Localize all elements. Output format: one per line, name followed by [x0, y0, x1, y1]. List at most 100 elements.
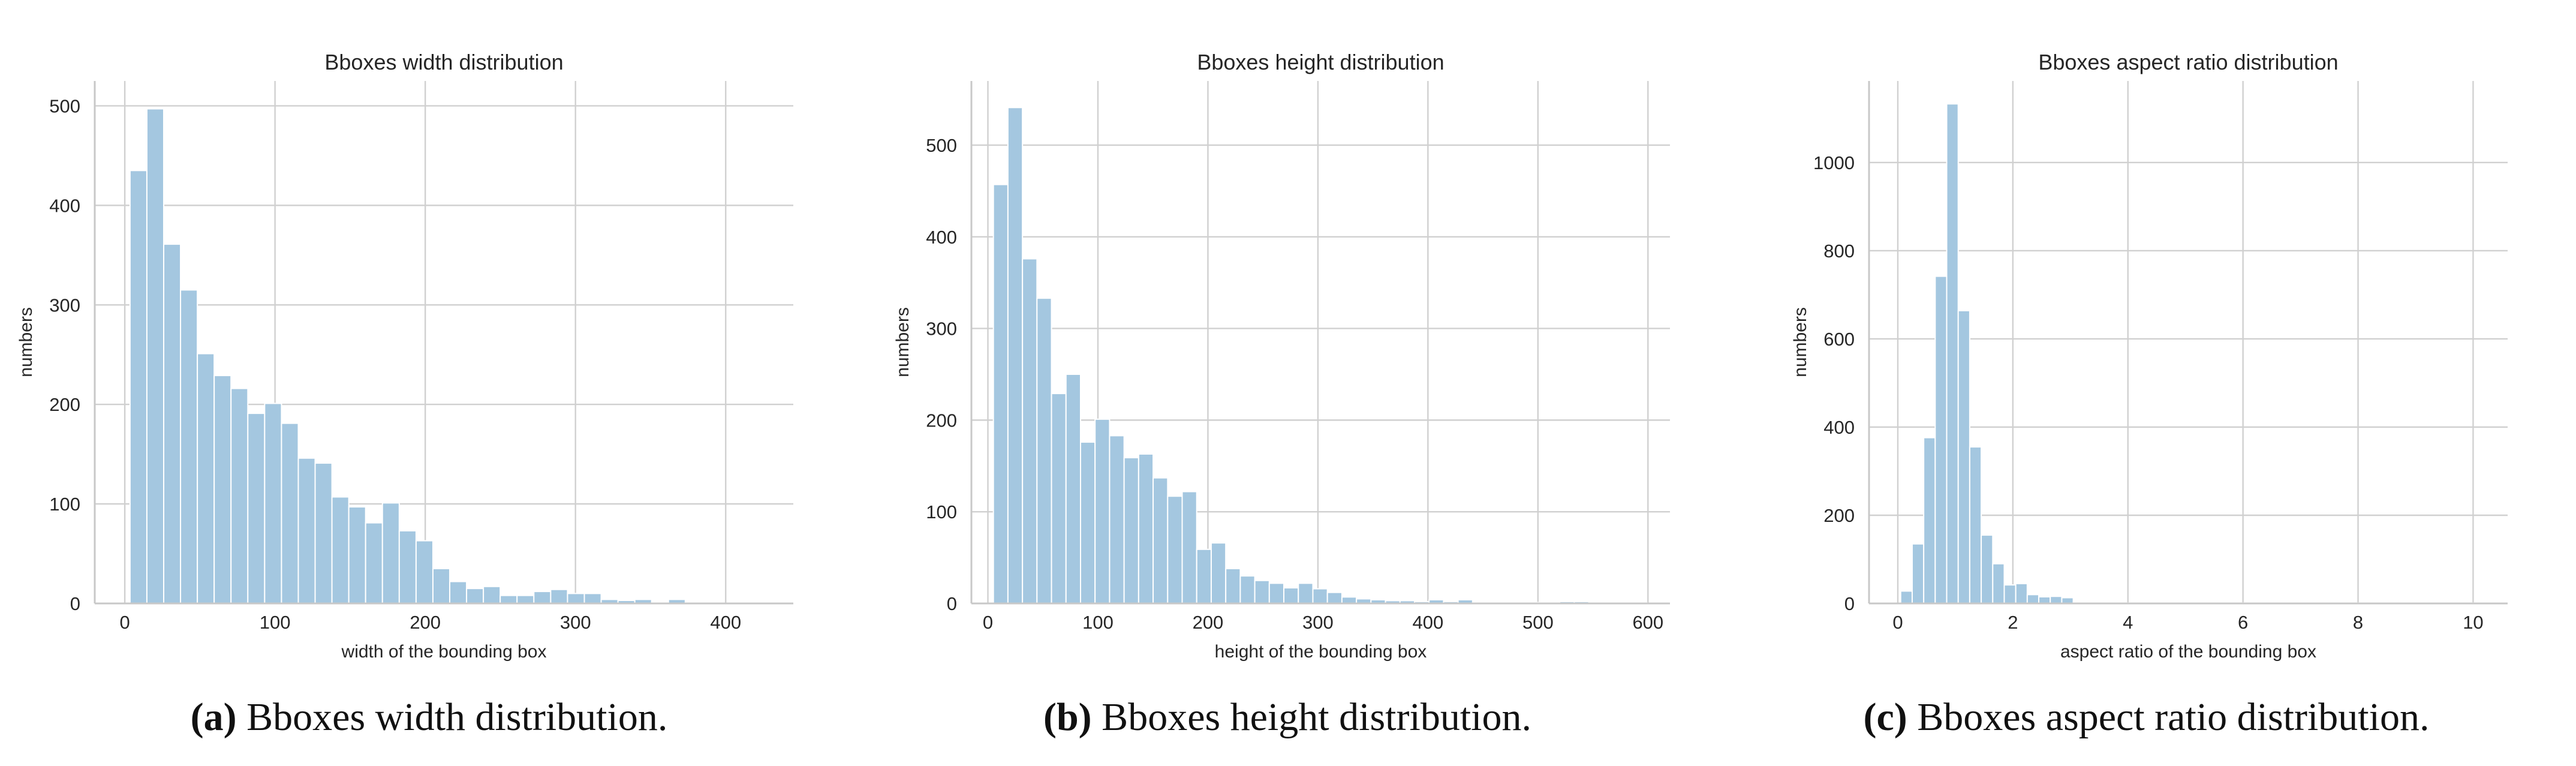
- caption-letter: (b): [1043, 695, 1092, 739]
- y-tick-label: 400: [926, 227, 957, 248]
- chart-title: Bboxes width distribution: [324, 50, 563, 74]
- y-tick-label: 400: [49, 195, 80, 216]
- histogram-bar: [2038, 596, 2051, 604]
- histogram-bar: [162, 244, 182, 604]
- histogram-bar: [2015, 582, 2028, 605]
- histogram-bar: [1283, 587, 1299, 605]
- histogram-bar: [1268, 582, 1285, 604]
- x-tick-label: 600: [1632, 612, 1663, 633]
- x-tick-label: 200: [1193, 612, 1224, 633]
- x-tick-label: 100: [260, 612, 291, 633]
- histogram-bar: [466, 588, 484, 604]
- chart-title: Bboxes aspect ratio distribution: [2038, 50, 2338, 74]
- histogram-bar: [331, 496, 350, 605]
- histogram-bar: [1239, 575, 1256, 605]
- chart-b: 0 100 200 300 400 500 600 0 100 200 300 400 500 Bboxe…: [893, 50, 1670, 662]
- y-tick-label: 800: [1823, 241, 1855, 262]
- x-axis-label: aspect ratio of the bounding box: [2060, 642, 2316, 662]
- x-tick-label: 200: [410, 612, 441, 633]
- chart-title: Bboxes height distribution: [1197, 50, 1444, 74]
- y-axis-label: numbers: [1790, 307, 1810, 377]
- x-tick-label: 2: [2008, 612, 2018, 633]
- histogram-bar: [1007, 107, 1024, 605]
- histogram-bar: [1065, 373, 1081, 605]
- histogram-bar: [1969, 446, 1982, 604]
- y-axis-label: numbers: [893, 307, 913, 377]
- y-tick-label: 0: [70, 593, 80, 614]
- x-tick-label: 10: [2463, 612, 2483, 633]
- histogram-bar: [197, 353, 215, 604]
- x-axis-label: width of the bounding box: [341, 642, 547, 662]
- caption-letter: (a): [190, 695, 237, 739]
- histogram-bar: [1298, 582, 1314, 604]
- histogram-bar: [2050, 596, 2063, 605]
- caption-c: (c) Bboxes aspect ratio distribution.: [1717, 695, 2576, 749]
- histogram-bar: [1981, 534, 1994, 604]
- caption-b: (b) Bboxes height distribution.: [858, 695, 1717, 749]
- histogram-bar: [1123, 457, 1139, 605]
- x-tick-label: 0: [1892, 612, 1903, 633]
- caption-letter: (c): [1863, 695, 1907, 739]
- histogram-bar: [2026, 594, 2040, 604]
- y-tick-label: 200: [1823, 505, 1855, 526]
- histogram-bar: [1900, 590, 1913, 605]
- y-tick-label: 300: [926, 319, 957, 340]
- x-tick-label: 400: [710, 612, 741, 633]
- histogram-bar: [432, 567, 451, 605]
- x-tick-label: 6: [2238, 612, 2248, 633]
- histogram-bar: [1079, 441, 1096, 604]
- histogram-bar: [583, 593, 602, 605]
- histogram-bar: [1341, 596, 1358, 605]
- histogram-bar: [1152, 477, 1169, 604]
- histogram-bar: [398, 530, 417, 604]
- x-tick-label: 500: [1522, 612, 1554, 633]
- histogram-bar: [499, 594, 518, 604]
- histogram-bar: [1934, 275, 1948, 605]
- histogram-bar: [1137, 453, 1154, 604]
- histogram-bar: [264, 402, 282, 604]
- histogram-bar: [2003, 584, 2017, 604]
- histogram-bar: [1094, 418, 1111, 605]
- histogram-bar: [1109, 435, 1125, 604]
- y-tick-label: 500: [926, 135, 957, 156]
- chart-c: 0 2 4 6 8 10 0 200 400 600 800 1000 Bboxes aspect ra…: [1790, 50, 2508, 662]
- histogram-bar: [129, 170, 148, 605]
- histogram-bar: [1254, 579, 1270, 604]
- histogram-bar: [1946, 103, 1959, 605]
- histogram-bar: [533, 591, 552, 605]
- histogram-bar: [415, 540, 434, 604]
- histogram-bar: [146, 108, 164, 605]
- y-tick-label: 600: [1823, 329, 1855, 350]
- x-axis-label: height of the bounding box: [1215, 642, 1427, 662]
- caption-a: (a) Bboxes width distribution.: [0, 695, 858, 749]
- histogram-bar: [381, 502, 400, 605]
- histogram-bar: [1167, 495, 1183, 604]
- histogram-bar: [449, 581, 468, 605]
- x-tick-label: 0: [119, 612, 130, 633]
- histogram-bar: [1326, 591, 1343, 604]
- caption-text: Bboxes aspect ratio distribution.: [1907, 695, 2430, 739]
- caption-text: Bboxes height distribution.: [1091, 695, 1531, 739]
- y-tick-label: 300: [49, 295, 80, 316]
- x-tick-label: 8: [2353, 612, 2363, 633]
- histogram-bar: [1210, 542, 1227, 604]
- histogram-bar: [1022, 258, 1038, 604]
- histogram-bar: [348, 506, 366, 604]
- y-tick-label: 500: [49, 95, 80, 116]
- histogram-bar: [1225, 567, 1241, 605]
- y-tick-label: 0: [947, 593, 957, 614]
- x-tick-label: 100: [1082, 612, 1114, 633]
- chart-a: 0 100 200 300 400 0 100 200 300 400 500 Bboxes widt…: [16, 50, 793, 662]
- y-tick-label: 1000: [1813, 152, 1855, 173]
- histogram-bar: [1051, 393, 1067, 604]
- histogram-bar: [1312, 588, 1328, 605]
- y-tick-label: 400: [1823, 417, 1855, 438]
- x-tick-label: 4: [2123, 612, 2133, 633]
- histogram-bar: [1957, 310, 1970, 604]
- caption-text: Bboxes width distribution.: [236, 695, 668, 739]
- histogram-bar: [365, 522, 383, 604]
- histogram-bar: [281, 422, 299, 605]
- y-tick-label: 200: [49, 394, 80, 415]
- y-axis-label: numbers: [16, 307, 36, 377]
